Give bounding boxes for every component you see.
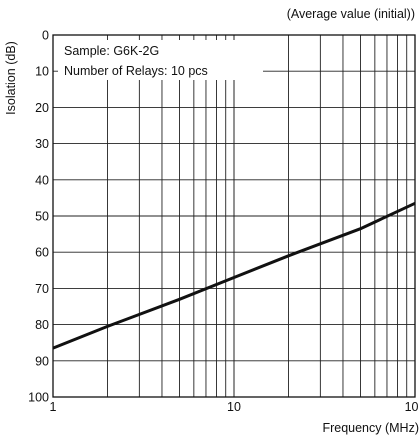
y-tick-label: 60	[35, 246, 49, 260]
y-tick-label: 100	[28, 391, 49, 405]
y-tick-label: 10	[35, 65, 49, 79]
y-tick-label: 90	[35, 354, 49, 368]
x-tick-labels: 1 10 100	[50, 400, 419, 414]
x-tick-label: 100	[405, 400, 419, 414]
plot-frame	[52, 34, 416, 398]
x-tick-label: 1	[50, 400, 57, 414]
chart-title: (Average value (initial))	[287, 7, 415, 21]
annotation-background	[58, 40, 263, 80]
x-tick-label: 10	[227, 400, 241, 414]
y-tick-label: 20	[35, 101, 49, 115]
y-axis-label: Isolation (dB)	[4, 41, 18, 115]
grid	[52, 34, 416, 398]
annotation-sample: Sample: G6K-2G	[64, 44, 159, 58]
y-tick-label: 40	[35, 173, 49, 187]
annotation-relay-count: Number of Relays: 10 pcs	[64, 64, 208, 78]
y-tick-label: 30	[35, 137, 49, 151]
y-tick-labels: 0 10 20 30 40 50 60 70 80 90 100	[28, 29, 49, 405]
y-tick-label: 0	[42, 29, 49, 43]
data-series	[52, 201, 416, 350]
y-tick-label: 50	[35, 210, 49, 224]
series-line-0	[52, 201, 416, 350]
y-tick-label: 80	[35, 318, 49, 332]
x-axis-label: Frequency (MHz)	[322, 421, 419, 435]
y-tick-label: 70	[35, 282, 49, 296]
